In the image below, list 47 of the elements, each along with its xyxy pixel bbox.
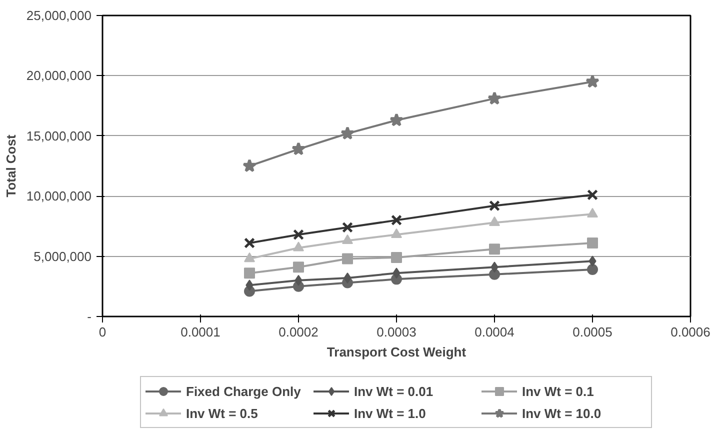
point <box>244 268 255 279</box>
y-tick-label: 25,000,000 <box>26 8 92 23</box>
legend-label: Inv Wt = 0.5 <box>186 406 259 420</box>
point <box>587 189 598 200</box>
point <box>244 252 255 262</box>
x-tick-label: 0.0002 <box>278 324 318 340</box>
point <box>342 222 353 233</box>
point <box>587 208 598 218</box>
y-tick-label: 10,000,000 <box>26 188 92 204</box>
point <box>340 126 354 140</box>
point <box>489 244 500 255</box>
point <box>488 91 502 105</box>
point <box>587 238 598 249</box>
y-tick-label: 20,000,000 <box>26 68 92 84</box>
point <box>489 268 500 280</box>
point <box>489 216 500 226</box>
legend-label: Inv Wt = 0.01 <box>354 384 434 398</box>
y-tick-label: - <box>87 309 92 324</box>
point <box>242 158 256 172</box>
point <box>342 234 353 244</box>
y-tick-label: 15,000,000 <box>26 128 92 144</box>
legend-label: Inv Wt = 0.1 <box>522 384 595 398</box>
legend-label: Fixed Charge Only <box>186 384 302 398</box>
x-tick-label: 0.0005 <box>572 324 612 340</box>
legend-label: Inv Wt = 1.0 <box>354 406 427 420</box>
point <box>390 113 404 126</box>
y-axis-title: Total Cost <box>3 134 18 198</box>
x-tick-label: 0.0001 <box>180 324 220 340</box>
point <box>342 253 353 264</box>
x-axis-title: Transport Cost Weight <box>326 344 467 360</box>
point <box>489 200 500 212</box>
point <box>587 264 598 276</box>
point <box>391 228 402 238</box>
point <box>293 262 304 273</box>
point <box>391 214 402 226</box>
y-tick-label: 5,000,000 <box>34 248 92 264</box>
point <box>293 229 304 240</box>
point <box>292 142 306 156</box>
x-tick-label: 0.0004 <box>474 324 514 340</box>
x-tick-label: 0.0006 <box>670 324 710 340</box>
x-tick-label: 0 <box>98 324 106 340</box>
point <box>293 242 304 252</box>
point <box>586 74 600 88</box>
point <box>244 238 255 249</box>
legend-label: Inv Wt = 10.0 <box>522 406 602 420</box>
x-tick-label: 0.0003 <box>376 324 416 340</box>
point <box>391 252 402 264</box>
